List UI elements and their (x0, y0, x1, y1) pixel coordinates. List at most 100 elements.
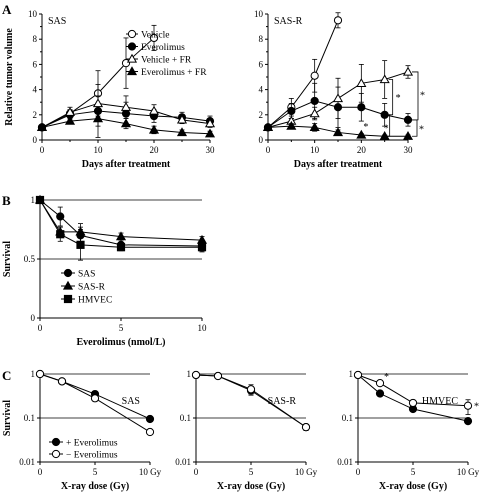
chart-subtitle: SAS-R (268, 396, 297, 407)
data-point (310, 71, 319, 80)
data-point (213, 371, 223, 381)
data-point (310, 96, 319, 106)
y-tick-label: 2 (33, 110, 38, 120)
data-point (115, 231, 127, 241)
series--everolimus (191, 370, 311, 432)
legend-entry: HMVEC (61, 294, 112, 306)
legend-marker (127, 29, 137, 39)
data-point (145, 427, 155, 437)
x-tick-label: 30 (404, 145, 414, 155)
data-point (402, 131, 414, 140)
x-axis-title: Days after treatment (294, 159, 383, 170)
data-point (120, 102, 132, 111)
y-tick-label: 0 (31, 313, 36, 323)
legend-entry: + Everolimus (49, 437, 118, 449)
series--everolimus (353, 370, 473, 415)
data-point (379, 131, 390, 140)
legend-label: HMVEC (78, 296, 112, 306)
data-point (408, 398, 418, 408)
data-point (309, 122, 320, 132)
data-point (56, 230, 65, 239)
data-point (246, 385, 256, 394)
y-tick-label: 1 (349, 369, 354, 379)
sig-bracket (412, 71, 419, 121)
y-axis-title: Survival (2, 400, 13, 436)
legend-entry: Vehicle + FR (126, 53, 192, 66)
y-tick-label: 0 (33, 135, 38, 145)
legend-marker (127, 42, 137, 51)
x-axis-title: X-ray dose (Gy) (379, 481, 447, 492)
legend-marker (51, 437, 61, 447)
data-point (403, 115, 413, 124)
y-tick-label: 8 (33, 34, 38, 44)
bracket-line (412, 71, 419, 121)
data-point (145, 414, 155, 424)
panel-letter-c: C (2, 368, 11, 383)
legend-marker (63, 294, 73, 304)
x-tick-label: 0 (38, 467, 43, 477)
x-tick-label: 10 Gy (139, 467, 162, 477)
y-tick-label: 0.01 (19, 457, 35, 467)
data-point (149, 33, 159, 43)
series--everolimus (35, 369, 155, 437)
y-axis-title: Relative tumor volume (4, 28, 15, 126)
legend-label: SAS-R (78, 283, 106, 293)
x-axis-title: X-ray dose (Gy) (217, 481, 285, 492)
chart-c-sas: 0.01 0.1 1 0 5 10 Gy X-ray dose (Gy) Survival SA… (2, 369, 162, 492)
sig-bracket (388, 79, 394, 116)
legend-label: Vehicle + FR (141, 56, 192, 66)
y-tick-label: 0.01 (175, 457, 191, 467)
x-tick-label: 0 (356, 467, 361, 477)
y-tick-label: 4 (33, 85, 38, 95)
x-tick-label: 5 (411, 467, 416, 477)
data-point (120, 118, 132, 128)
panel-letter-a: A (2, 2, 12, 17)
data-point (333, 16, 343, 25)
y-tick-label: 10 (254, 9, 264, 19)
sig-star: * (396, 93, 401, 104)
series-everolimus-fr (36, 110, 216, 138)
chart-subtitle: SAS (48, 16, 66, 27)
data-point (379, 74, 390, 84)
data-point (90, 394, 100, 403)
x-tick-label: 10 Gy (457, 467, 480, 477)
chart-c-sas-r: 0.01 0.1 1 0 5 10 Gy X-ray dose (Gy) SAS-R (175, 369, 317, 492)
data-point (148, 124, 160, 134)
series-hmvec (35, 195, 207, 261)
legend-entry: − Everolimus (49, 449, 118, 461)
data-point (176, 127, 188, 137)
series-line (357, 374, 469, 407)
x-axis-title: Days after treatment (82, 159, 171, 170)
data-point (353, 370, 363, 380)
data-point (204, 128, 216, 138)
data-point (176, 114, 188, 124)
series-everolimus-fr (262, 120, 414, 140)
data-point (76, 240, 85, 249)
x-tick-label: 0 (266, 145, 271, 155)
series-line (39, 373, 151, 433)
chart-subtitle: SAS-R (274, 16, 303, 27)
sig-star: * (419, 125, 424, 136)
x-axis-title: X-ray dose (Gy) (61, 481, 129, 492)
data-point (356, 78, 367, 87)
data-point (332, 93, 344, 103)
data-point (35, 369, 45, 379)
sig-star: * (420, 91, 425, 102)
data-point (35, 195, 45, 205)
legend-marker (62, 280, 74, 290)
x-tick-label: 5 (93, 467, 98, 477)
legend-entry: SAS-R (61, 280, 106, 293)
panel-letter-b: B (2, 193, 11, 208)
series-vehicle (263, 12, 343, 132)
data-point (286, 120, 297, 130)
legend-label: Vehicle (141, 31, 170, 41)
x-tick-label: 20 (150, 145, 160, 155)
legend-label: − Everolimus (66, 451, 118, 461)
sig-bracket (412, 119, 418, 137)
data-point (116, 243, 126, 252)
data-point (262, 122, 274, 132)
series-line (267, 20, 339, 128)
series-sas (35, 195, 207, 252)
x-tick-label: 10 (198, 323, 208, 333)
